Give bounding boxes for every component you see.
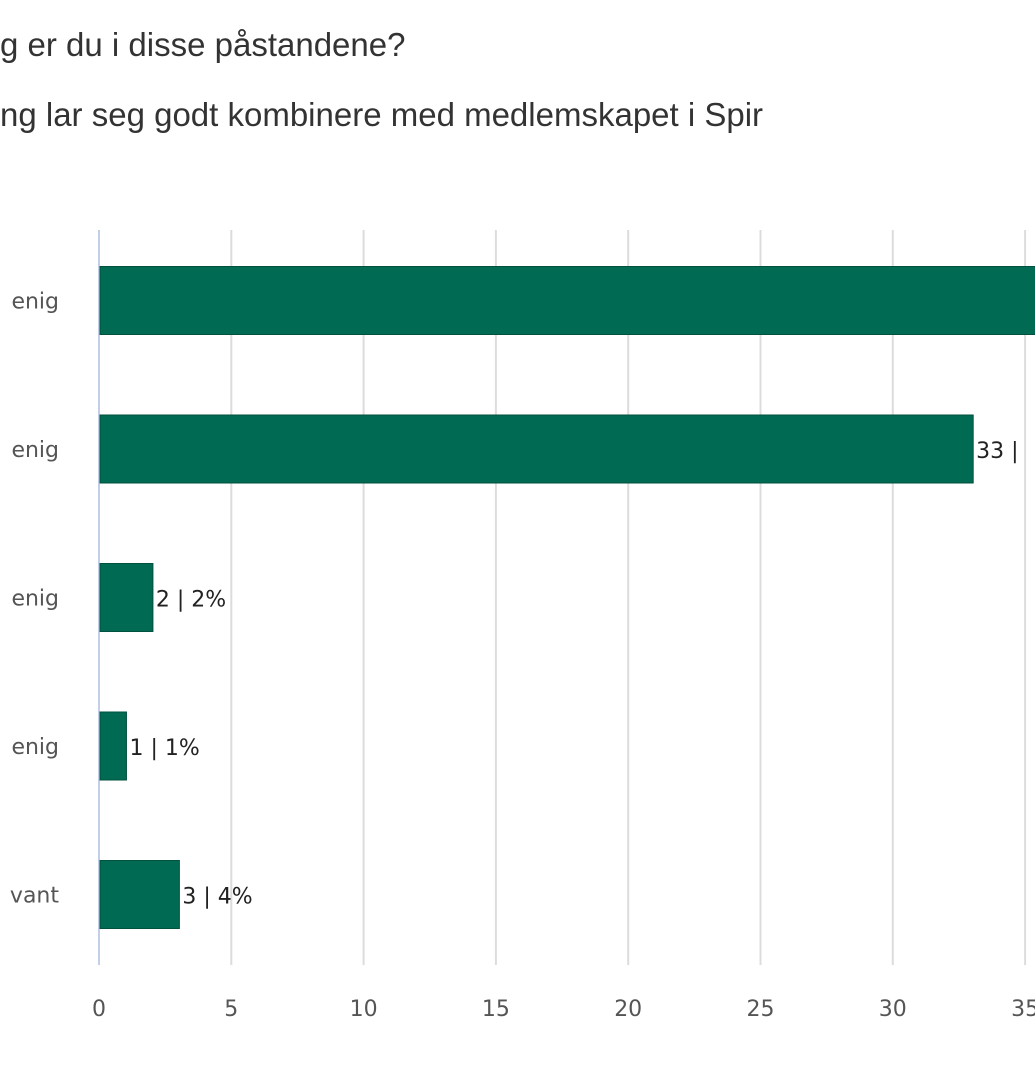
bar [99,711,127,781]
x-tick-label: 5 [224,997,238,1022]
bar [99,266,1035,335]
data-label: 2 | 2% [156,588,226,613]
bar [99,860,180,929]
data-label: 1 | 1% [129,736,199,761]
category-label: enig [11,587,59,612]
category-label: enig [11,735,59,760]
x-tick-label: 25 [747,997,775,1022]
category-label: vant [10,884,59,909]
category-label: enig [11,290,59,315]
chart-subtitle: ng lar seg godt kombinere med medlemskap… [0,96,764,133]
x-tick-label: 15 [482,997,510,1022]
x-tick-label: 0 [92,997,106,1022]
x-tick-label: 30 [879,997,907,1022]
x-tick-label: 10 [350,997,378,1022]
x-tick-label: 35 [1011,997,1035,1022]
data-label: 3 | 4% [182,885,252,910]
x-tick-label: 20 [614,997,642,1022]
bar [99,563,154,632]
category-label: enig [11,438,59,463]
bar [99,414,974,484]
data-label: 33 | [976,439,1018,464]
chart-title: g er du i disse påstandene? [0,26,406,63]
